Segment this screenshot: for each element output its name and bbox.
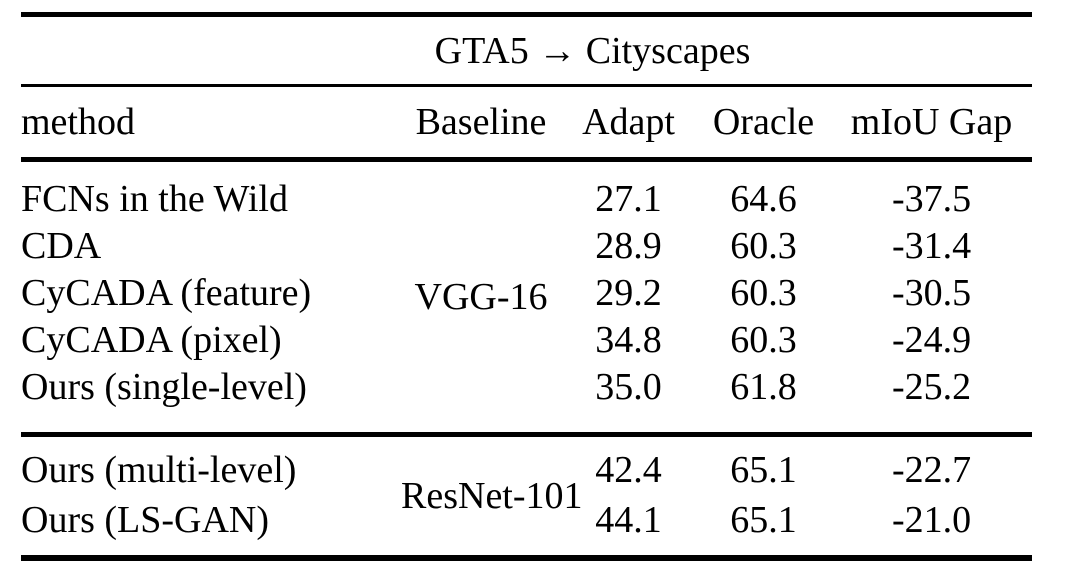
- adapt-cell: 42.4: [595, 449, 662, 491]
- method-cell: FCNs in the Wild: [21, 178, 288, 220]
- oracle-cell: 60.3: [730, 225, 797, 267]
- col-header-baseline: Baseline: [401, 85, 561, 162]
- table-row: Ours (multi-level) ResNet-101 42.4 65.1 …: [21, 435, 1032, 517]
- gap-cell: -25.2: [891, 366, 972, 408]
- col-header-miou-gap: mIoU Gap: [831, 85, 1033, 162]
- col-header-adapt: Adapt: [561, 85, 696, 162]
- method-cell: Ours (multi-level): [21, 449, 297, 491]
- col-header-oracle: Oracle: [696, 85, 831, 162]
- gap-cell: -30.5: [891, 272, 972, 314]
- vgg16-group: FCNs in the Wild VGG-16 27.1 64.6 -37.5 …: [21, 160, 1033, 435]
- table-row: FCNs in the Wild VGG-16 27.1 64.6 -37.5: [21, 160, 1032, 318]
- adapt-cell: 44.1: [595, 499, 662, 541]
- oracle-cell: 60.3: [730, 319, 797, 361]
- oracle-cell: 61.8: [730, 366, 797, 408]
- method-cell: CyCADA (feature): [21, 272, 312, 314]
- oracle-cell: 65.1: [730, 449, 797, 491]
- table-row: CyCADA (feature) 29.2 60.3 -30.5: [21, 270, 1032, 317]
- method-cell: CyCADA (pixel): [21, 319, 282, 361]
- adapt-cell: 35.0: [595, 366, 662, 408]
- oracle-cell: 65.1: [730, 499, 797, 541]
- baseline-cell: VGG-16: [414, 275, 548, 318]
- method-cell: Ours (single-level): [21, 366, 307, 408]
- table-row: Ours (LS-GAN) 44.1 65.1 -21.0: [21, 495, 1032, 558]
- results-table: GTA5 → Cityscapes method Baseline Adapt …: [21, 12, 1033, 561]
- table-row: Ours (single-level) 35.0 61.8 -25.2: [21, 364, 1032, 435]
- table-row: CDA 28.9 60.3 -31.4: [21, 223, 1032, 270]
- table-title-row: GTA5 → Cityscapes: [21, 12, 1033, 87]
- method-cell: CDA: [21, 225, 102, 267]
- oracle-cell: 64.6: [730, 178, 797, 220]
- table-row: CyCADA (pixel) 34.8 60.3 -24.9: [21, 317, 1032, 364]
- gap-cell: -21.0: [891, 499, 972, 541]
- gap-cell: -22.7: [891, 449, 972, 491]
- adapt-cell: 29.2: [595, 272, 662, 314]
- gap-cell: -24.9: [891, 319, 972, 361]
- resnet101-group: Ours (multi-level) ResNet-101 42.4 65.1 …: [21, 435, 1033, 558]
- adapt-cell: 28.9: [595, 225, 662, 267]
- table-header-row: method Baseline Adapt Oracle mIoU Gap: [21, 85, 1033, 162]
- adapt-cell: 27.1: [595, 178, 662, 220]
- baseline-cell: ResNet-101: [401, 475, 583, 517]
- table-title: GTA5 → Cityscapes: [21, 12, 1033, 87]
- adapt-cell: 34.8: [595, 319, 662, 361]
- oracle-cell: 60.3: [730, 272, 797, 314]
- gap-cell: -37.5: [891, 178, 972, 220]
- gap-cell: -31.4: [891, 225, 972, 267]
- col-header-method: method: [21, 85, 401, 162]
- method-cell: Ours (LS-GAN): [21, 499, 270, 541]
